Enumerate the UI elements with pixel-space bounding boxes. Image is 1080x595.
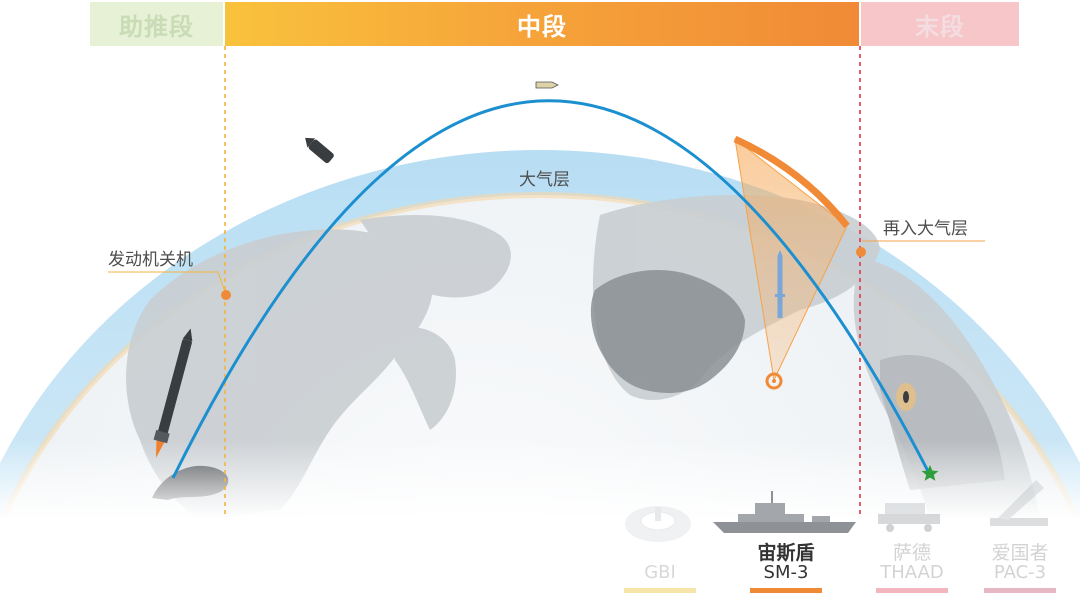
pac3-bar xyxy=(984,588,1056,593)
warhead-icon xyxy=(535,81,559,89)
aegis-destroyer-icon xyxy=(713,491,856,533)
phase-terminal-header: 末段 xyxy=(861,2,1019,46)
thaad-bar xyxy=(876,588,948,593)
thaad-launcher-icon xyxy=(878,503,940,532)
interceptor-missile-icon xyxy=(775,250,785,318)
intercept-segment xyxy=(733,135,850,229)
aegis-ship-marker xyxy=(765,372,783,390)
aegis-ship-marker-dot xyxy=(772,379,776,383)
pac3-sub-label: PAC-3 xyxy=(993,562,1047,583)
atmosphere-label: 大气层 xyxy=(519,170,570,190)
bottom-fade xyxy=(0,440,1080,520)
gbi-bar xyxy=(624,588,696,593)
sm3-sub-label: SM-3 xyxy=(763,562,809,583)
phase-midcourse-header: 中段 xyxy=(225,2,859,46)
missile-trajectory xyxy=(171,99,932,479)
engine-cutoff-label: 发动机关机 xyxy=(108,250,193,270)
rocket-stage-icon xyxy=(305,137,334,164)
impact-star-icon xyxy=(921,465,939,481)
phase-boost-header: 助推段 xyxy=(90,2,223,46)
aegis-name-label: 宙斯盾 xyxy=(757,542,815,564)
thaad-sub-label: THAAD xyxy=(880,562,944,583)
alaska-highlight xyxy=(590,270,745,393)
gbi-silo-icon xyxy=(625,506,691,542)
terminal-warhead-icon xyxy=(903,391,909,403)
bottom-white xyxy=(0,518,1080,595)
gbi-sub-label: GBI xyxy=(644,562,676,583)
sm3-intercept-cone xyxy=(734,137,848,382)
engine-cutoff-point xyxy=(221,290,231,300)
sm3-bar xyxy=(750,588,822,593)
reentry-label: 再入大气层 xyxy=(883,219,968,239)
patriot-name-label: 爱国者 xyxy=(991,542,1049,564)
patriot-launcher-icon xyxy=(990,480,1048,526)
reentry-point xyxy=(856,247,866,257)
earth-rim-glow xyxy=(0,192,1080,535)
thaad-name-label: 萨德 xyxy=(892,542,931,564)
ballistic-missile-icon xyxy=(153,328,193,458)
